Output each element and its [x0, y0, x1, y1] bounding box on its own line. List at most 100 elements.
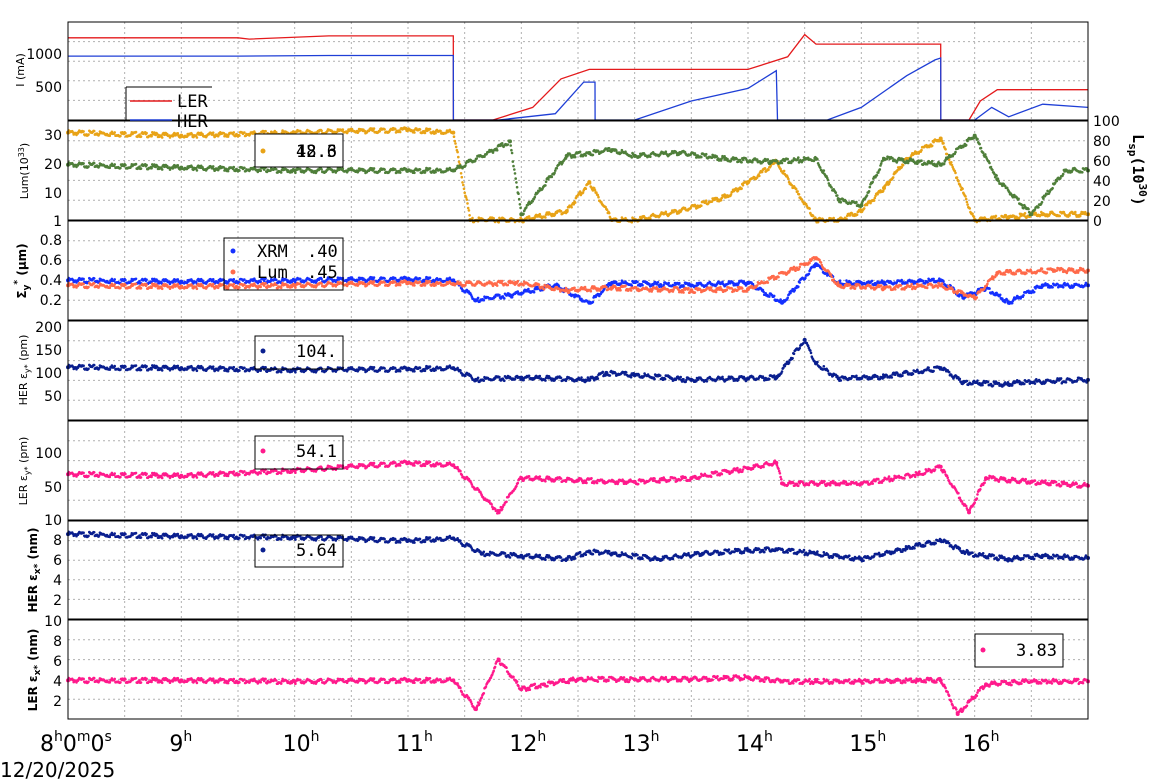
size-point — [92, 277, 96, 280]
lum-point — [779, 167, 782, 171]
lum-point — [786, 157, 789, 161]
lum-point — [134, 162, 138, 166]
lum-point — [554, 169, 557, 172]
lum-point — [607, 211, 611, 215]
lum-point — [509, 144, 512, 147]
lum-point — [519, 206, 522, 210]
lum-point — [704, 152, 708, 156]
lum-point — [787, 177, 790, 181]
size-point — [667, 281, 670, 285]
lum-point — [954, 150, 957, 154]
lum-point — [1018, 216, 1021, 220]
lum-point — [630, 156, 634, 159]
lum-point — [766, 158, 770, 161]
lum-point — [413, 131, 416, 134]
lum-point — [404, 126, 408, 130]
lum-point — [465, 198, 469, 201]
size-point — [793, 289, 796, 292]
size-point — [92, 282, 96, 285]
lum-point — [1042, 197, 1045, 200]
lum-point — [920, 148, 923, 152]
lum-point — [832, 216, 835, 220]
lum-point — [834, 191, 838, 194]
lum-point — [160, 136, 164, 139]
lum-point — [463, 191, 467, 195]
lum-point — [514, 177, 517, 180]
lum-point — [874, 194, 877, 198]
size-point — [413, 284, 416, 287]
lum-point — [794, 187, 798, 191]
size-point — [398, 283, 402, 287]
lum-point — [275, 131, 278, 134]
lum-point — [578, 150, 582, 154]
lum-point — [836, 197, 840, 200]
lum-point — [341, 167, 345, 170]
lum-point — [610, 150, 613, 154]
size-point — [659, 283, 663, 286]
lum-point — [780, 161, 784, 165]
lum-point — [981, 151, 985, 154]
lum-point — [868, 185, 872, 189]
size-point — [145, 278, 148, 282]
lum-point — [961, 187, 964, 191]
size-point — [1032, 290, 1036, 294]
lum-point — [82, 162, 85, 165]
lum-point — [475, 157, 479, 160]
lum-point — [460, 175, 464, 179]
lum-point — [519, 216, 522, 220]
size-point — [1061, 286, 1065, 289]
lum-point — [769, 164, 772, 168]
lum-point — [292, 131, 296, 134]
lum-point — [275, 168, 278, 171]
lum-point — [243, 166, 246, 170]
lum-point — [226, 135, 230, 138]
lum-point — [976, 137, 979, 141]
lum-point — [398, 130, 402, 134]
lum-point — [573, 201, 577, 204]
lum-point — [176, 132, 180, 135]
lum-point — [865, 194, 869, 197]
lum-point — [299, 129, 302, 133]
lum-point — [264, 129, 267, 133]
size-point — [527, 287, 530, 291]
lum-point — [299, 167, 302, 171]
lum-point — [997, 179, 1000, 183]
lum-point — [515, 185, 519, 189]
lum-point — [533, 195, 537, 199]
lum-point — [418, 168, 422, 171]
lum-point — [517, 197, 521, 201]
lum-point — [855, 213, 859, 217]
lum-point — [812, 159, 816, 163]
lum-point — [649, 155, 652, 158]
lum-point — [531, 200, 534, 203]
lum-point — [775, 159, 779, 163]
size-point — [476, 296, 480, 300]
lum-point — [119, 166, 122, 170]
lum-point — [513, 172, 517, 175]
lum-point — [964, 143, 968, 147]
lum-point — [553, 171, 556, 175]
lum-point — [573, 155, 577, 159]
lum-point — [876, 193, 879, 196]
lum-point — [942, 142, 945, 145]
size-point — [108, 286, 112, 290]
size-point — [807, 272, 811, 276]
lum-point — [888, 180, 891, 184]
lum-point — [971, 212, 974, 215]
lum-point — [1027, 210, 1031, 214]
lum-point — [113, 163, 116, 166]
lum-point — [1037, 206, 1040, 209]
lum-point — [991, 168, 994, 172]
lum-point — [195, 136, 199, 139]
lum-point — [544, 184, 547, 187]
lum-point — [145, 131, 148, 135]
size-point — [641, 283, 644, 287]
lum-point — [434, 170, 437, 174]
lum-point — [966, 203, 969, 206]
lum-point — [153, 163, 156, 166]
size-point — [772, 294, 776, 298]
lum-point — [454, 145, 458, 149]
lum-point — [434, 131, 437, 135]
lum-point — [763, 167, 767, 170]
lum-point — [873, 196, 877, 200]
